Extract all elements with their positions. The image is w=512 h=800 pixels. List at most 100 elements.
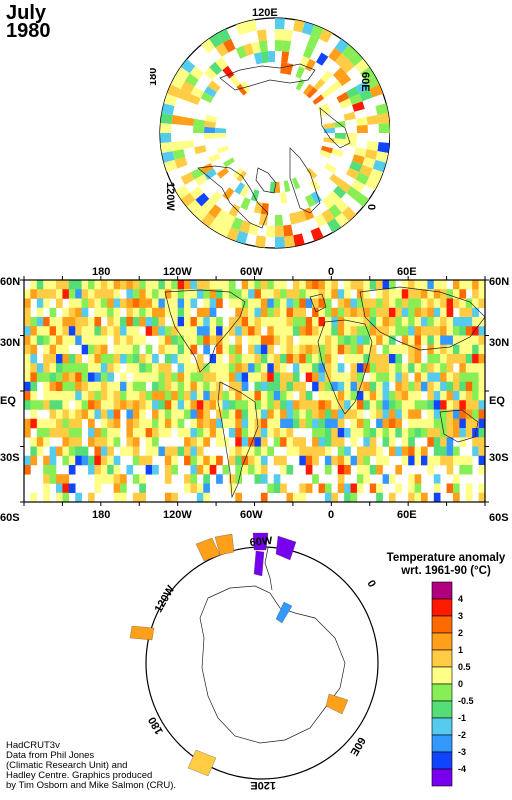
- np-cell: [378, 123, 390, 133]
- grid-cell: [56, 326, 63, 336]
- grid-cell: [43, 437, 50, 447]
- grid-cell: [30, 335, 38, 346]
- grid-cell: [312, 437, 319, 447]
- grid-cell: [369, 344, 377, 355]
- grid-cell: [228, 326, 236, 336]
- grid-cell: [369, 400, 377, 410]
- np-cell: [160, 123, 172, 133]
- grid-cell: [433, 298, 441, 309]
- grid-cell: [107, 446, 114, 457]
- grid-cell: [337, 298, 345, 309]
- np-cell: [195, 192, 210, 207]
- grid-cell: [382, 428, 390, 438]
- grid-cell: [139, 409, 146, 420]
- grid-cell: [414, 317, 422, 327]
- grid-cell: [312, 381, 319, 392]
- grid-cell: [132, 446, 140, 457]
- grid-cell: [145, 363, 153, 373]
- legend-title: Temperature anomaly wrt. 1961-90 (°C): [380, 552, 512, 578]
- grid-cell: [216, 455, 223, 466]
- grid-cell: [94, 363, 102, 373]
- grid-cell: [248, 307, 255, 318]
- np-cell: [204, 168, 217, 180]
- grid-cell: [446, 363, 454, 373]
- grid-cell: [337, 317, 345, 327]
- np-cell: [177, 89, 191, 102]
- grid-cell: [184, 372, 191, 383]
- grid-cell: [36, 372, 44, 383]
- grid-cell: [68, 483, 76, 494]
- grid-cell: [75, 372, 82, 383]
- grid-cell: [43, 289, 50, 299]
- grid-cell: [241, 317, 249, 327]
- grid-cell: [459, 428, 467, 438]
- grid-cell: [30, 280, 38, 290]
- grid-cell: [337, 381, 345, 392]
- grid-cell: [36, 289, 44, 299]
- np-cell: [293, 19, 305, 33]
- grid-cell: [190, 298, 198, 309]
- grid-cell: [216, 354, 223, 364]
- grid-cell: [273, 298, 281, 309]
- grid-cell: [158, 381, 166, 392]
- grid-cell: [203, 465, 210, 475]
- np-cell: [333, 67, 347, 81]
- grid-cell: [171, 317, 178, 327]
- grid-cell: [280, 298, 287, 309]
- grid-cell: [312, 400, 319, 410]
- grid-cell: [260, 335, 268, 346]
- grid-cell: [465, 307, 473, 318]
- grid-cell: [190, 418, 198, 429]
- grid-cell: [107, 381, 114, 392]
- np-cell: [359, 164, 373, 177]
- grid-cell: [190, 363, 198, 373]
- grid-cell: [228, 418, 236, 429]
- legend-tick-2: 2: [458, 628, 463, 638]
- grid-cell: [228, 409, 236, 420]
- np-cell: [217, 28, 231, 43]
- grid-cell: [248, 372, 255, 383]
- grid-cell: [158, 307, 166, 318]
- grid-cell: [196, 428, 204, 438]
- grid-cell: [465, 483, 473, 494]
- grid-cell: [408, 280, 415, 290]
- grid-cell: [43, 455, 50, 466]
- grid-cell: [299, 492, 307, 503]
- np-cell: [337, 180, 352, 193]
- np-cell: [334, 212, 349, 228]
- grid-cell: [414, 409, 422, 420]
- grid-cell: [446, 354, 454, 364]
- np-cell: [235, 230, 249, 245]
- grid-cell: [222, 400, 230, 410]
- grid-cell: [312, 409, 319, 420]
- grid-cell: [286, 372, 294, 383]
- grid-cell: [414, 289, 422, 299]
- grid-cell: [369, 372, 377, 383]
- grid-cell: [465, 326, 473, 336]
- sp-cell: [325, 693, 349, 715]
- grid-cell: [145, 465, 153, 475]
- grid-cell: [164, 372, 172, 383]
- grid-cell: [100, 354, 108, 364]
- grid-cell: [203, 483, 210, 494]
- south-polar-map: 60W 120E 0 60E 120W 180: [129, 532, 379, 791]
- grid-cell: [190, 400, 198, 410]
- grid-cell: [68, 289, 76, 299]
- grid-cell: [446, 437, 454, 447]
- grid-cell: [216, 474, 223, 484]
- legend-tick-labels: 4 3 2 1 0.5 0 -0.5 -1 -2 -3 -4: [458, 594, 474, 774]
- np-cell: [180, 81, 195, 94]
- grid-cell: [299, 298, 307, 309]
- grid-cell: [139, 400, 146, 410]
- grid-cell: [376, 298, 383, 309]
- np-cell: [306, 167, 318, 179]
- np-cell: [328, 47, 342, 62]
- grid-cell: [350, 344, 358, 355]
- grid-cell: [260, 354, 268, 364]
- grid-cell: [299, 455, 307, 466]
- lat-right-60s: 60S: [489, 512, 509, 524]
- grid-cell: [94, 428, 102, 438]
- grid-cell: [152, 465, 159, 475]
- grid-cell: [446, 455, 454, 466]
- np-cell: [349, 161, 363, 173]
